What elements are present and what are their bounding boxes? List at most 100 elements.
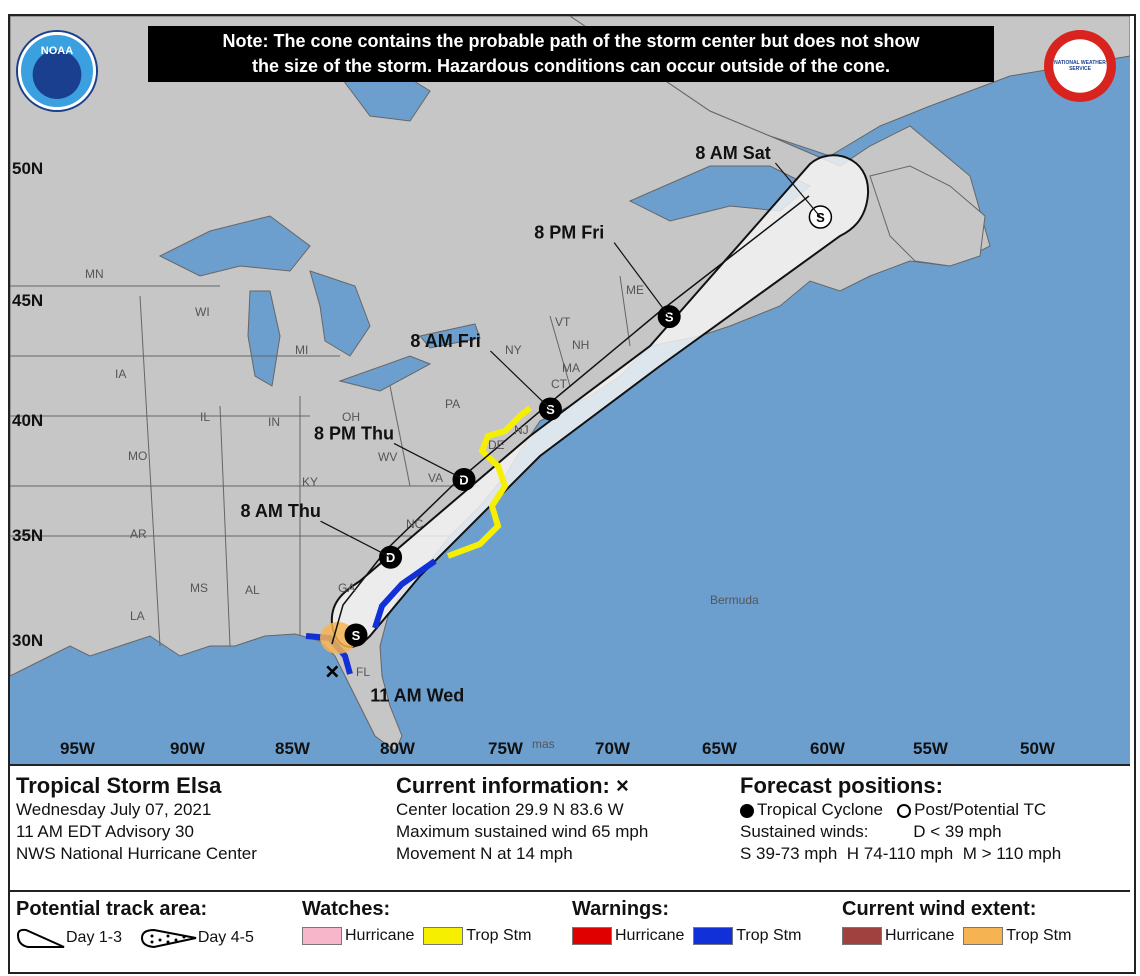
hurricane-watch-swatch: [302, 927, 342, 945]
current-info: Current information: × Center location 2…: [396, 773, 648, 865]
lake-ontario: [419, 323, 481, 349]
current-info-heading: Current information: ×: [396, 773, 629, 798]
forecast-label-leader: [774, 162, 821, 218]
current-position-marker: ×: [325, 658, 339, 685]
trop-wind-label: Trop Stm: [1006, 927, 1072, 945]
state-label: PA: [445, 397, 460, 411]
track-area-heading: Potential track area:: [16, 898, 208, 920]
state-label: MO: [128, 449, 147, 463]
state-label: MN: [85, 267, 104, 281]
state-label: ME: [626, 283, 644, 297]
forecast-point-symbol: S: [546, 402, 555, 417]
storm-info: Tropical Storm Elsa Wednesday July 07, 2…: [16, 773, 257, 865]
lake-erie: [338, 355, 432, 392]
advisory-date: Wednesday July 07, 2021: [16, 800, 212, 819]
lon-label: 75W: [488, 739, 524, 758]
state-lines: [10, 275, 631, 647]
forecast-time-label: 8 PM Fri: [534, 223, 604, 243]
state-label: NH: [572, 338, 589, 352]
warnings-legend: Warnings: Hurricane Trop Stm: [572, 898, 801, 945]
wind-extent-items: Hurricane Trop Stm: [842, 927, 1071, 945]
lon-label: 70W: [595, 739, 631, 758]
trop-warning-label: Trop Stm: [736, 927, 802, 945]
hurricane-wind-label: Hurricane: [885, 927, 955, 945]
lon-label: 90W: [170, 739, 206, 758]
lon-label: 55W: [913, 739, 949, 758]
lat-label: 40N: [12, 411, 43, 430]
state-label: WI: [195, 305, 210, 319]
lon-label: 95W: [60, 739, 96, 758]
day13-cone-icon: [16, 928, 65, 948]
state-label: AR: [130, 527, 147, 541]
cone-note: Note: The cone contains the probable pat…: [148, 26, 994, 82]
hurricane-warning-swatch: [572, 927, 612, 945]
h-range: H 74-110 mph: [846, 844, 954, 863]
state-label: NY: [505, 343, 522, 357]
lon-label: 85W: [275, 739, 311, 758]
state-label: WV: [378, 450, 397, 464]
forecast-symbol-row: Tropical Cyclone Post/Potential TC: [740, 799, 1132, 821]
forecast-point-symbol: S: [665, 310, 674, 325]
watches-legend: Watches: Hurricane Trop Stm: [302, 898, 531, 945]
sustained-label: Sustained winds:: [740, 822, 869, 841]
forecast-label-leader: [393, 442, 465, 480]
divider: [10, 764, 1130, 766]
sustained-winds-row: Sustained winds: D < 39 mph: [740, 821, 1132, 843]
forecast-point-marker: [344, 623, 368, 647]
noaa-logo: NOAA: [18, 32, 96, 110]
forecast-label-leader: [489, 350, 551, 410]
longitude-labels: 95W 90W 85W 80W 75W 70W 65W 60W 55W 50W: [60, 739, 1056, 758]
day13-label: Day 1-3: [66, 929, 123, 947]
state-label: MS: [190, 581, 208, 595]
warnings-heading: Warnings:: [572, 898, 670, 920]
latitude-labels: 50N 45N 40N 35N 30N: [12, 159, 43, 650]
lake-superior: [158, 215, 311, 277]
s-range: S 39-73 mph: [740, 844, 838, 863]
forecast-time-label: 8 AM Thu: [241, 501, 321, 521]
trop-wind-swatch: [963, 927, 1004, 945]
trop-storm-warning-atlantic: [372, 558, 437, 629]
track-area-legend: Potential track area: Day 1-3 Day 4-5: [16, 898, 254, 949]
lake-michigan: [247, 290, 281, 387]
state-label: VT: [555, 315, 571, 329]
state-label: MA: [562, 361, 580, 375]
forecast-point-symbol: S: [816, 210, 825, 225]
hurricane-wind-swatch: [842, 927, 882, 945]
wind-extent-legend: Current wind extent: Hurricane Trop Stm: [842, 898, 1071, 945]
day45-cone-icon: [140, 928, 197, 949]
wind-extent-heading: Current wind extent:: [842, 898, 1037, 920]
state-label: IN: [268, 415, 280, 429]
forecast-label-leader: [613, 242, 670, 318]
state-label: MI: [295, 343, 308, 357]
lat-label: 30N: [12, 631, 43, 650]
lat-label: 45N: [12, 291, 43, 310]
forecast-time-label: 8 PM Thu: [314, 423, 394, 443]
forecast-time-label: 8 AM Fri: [410, 331, 480, 351]
note-line-1: Note: The cone contains the probable pat…: [222, 31, 920, 51]
state-label: OH: [342, 410, 360, 424]
lat-label: 35N: [12, 526, 43, 545]
state-label: AL: [245, 583, 260, 597]
forecast-point-symbol: S: [352, 628, 361, 643]
bahamas-label: mas: [532, 737, 555, 751]
hurricane-warning-label: Hurricane: [615, 927, 685, 945]
max-wind: Maximum sustained wind 65 mph: [396, 822, 649, 841]
track-area-items: Day 1-3 Day 4-5: [16, 927, 254, 949]
d-range: D < 39 mph: [913, 822, 1002, 841]
state-label: KY: [302, 475, 318, 489]
forecast-legend: Forecast positions: Tropical Cyclone Pos…: [740, 773, 1132, 865]
warnings-items: Hurricane Trop Stm: [572, 927, 801, 945]
post-tc-icon: [897, 803, 912, 818]
advisory-number: 11 AM EDT Advisory 30: [16, 822, 194, 841]
state-label: GA: [338, 581, 355, 595]
trop-watch-label: Trop Stm: [466, 927, 532, 945]
movement: Movement N at 14 mph: [396, 844, 573, 863]
tropical-cyclone-icon: [740, 803, 754, 818]
storm-name: Tropical Storm Elsa: [16, 773, 222, 798]
lon-label: 60W: [810, 739, 846, 758]
state-label: NJ: [514, 423, 529, 437]
forecast-label-leader: [320, 520, 391, 558]
lon-label: 80W: [380, 739, 416, 758]
state-label: DE: [488, 438, 505, 452]
state-label: LA: [130, 609, 145, 623]
